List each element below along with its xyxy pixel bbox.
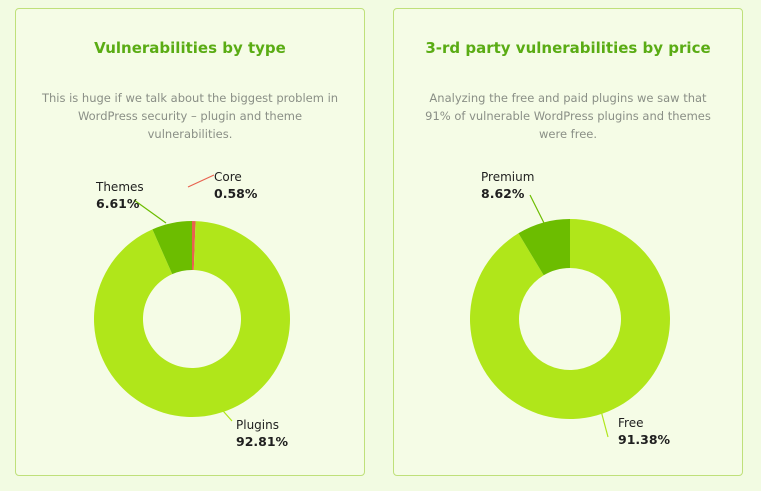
chart-card-vulnerabilities-by-price: 3-rd party vulnerabilities by price Anal…	[393, 8, 743, 476]
slice-label-premium: Premium	[481, 170, 534, 184]
chart-subtitle: This is huge if we talk about the bigges…	[41, 91, 339, 141]
donut-chart-vulnerabilities-by-price: Free 91.38% Premium 8.62%	[470, 170, 671, 447]
chart-title: Vulnerabilities by type	[94, 39, 286, 57]
slice-value-themes: 6.61%	[96, 196, 140, 211]
leader-line-premium	[529, 194, 545, 224]
slice-label-free: Free	[618, 416, 643, 430]
leader-line-themes	[133, 199, 167, 224]
leader-line-core	[187, 174, 215, 188]
slice-free	[470, 219, 670, 419]
leader-line-free	[599, 406, 609, 438]
slice-value-core: 0.58%	[214, 186, 258, 201]
slice-value-premium: 8.62%	[481, 186, 525, 201]
slice-themes	[152, 221, 192, 275]
slice-premium	[518, 219, 570, 276]
slice-value-plugins: 92.81%	[236, 434, 289, 449]
slice-value-free: 91.38%	[618, 432, 671, 447]
chart-subtitle: Analyzing the free and paid plugins we s…	[425, 91, 711, 141]
slice-core	[192, 221, 196, 271]
slice-label-themes: Themes	[95, 180, 144, 194]
slice-plugins	[93, 221, 290, 417]
leader-line-plugins	[215, 402, 233, 422]
slice-label-plugins: Plugins	[236, 418, 279, 432]
slice-label-core: Core	[214, 170, 242, 184]
chart-title: 3-rd party vulnerabilities by price	[425, 39, 711, 57]
donut-chart-vulnerabilities-by-type: Core 0.58% Plugins 92.81% Themes 6.61%	[93, 170, 290, 449]
chart-card-vulnerabilities-by-type: Vulnerabilities by type This is huge if …	[15, 8, 365, 476]
